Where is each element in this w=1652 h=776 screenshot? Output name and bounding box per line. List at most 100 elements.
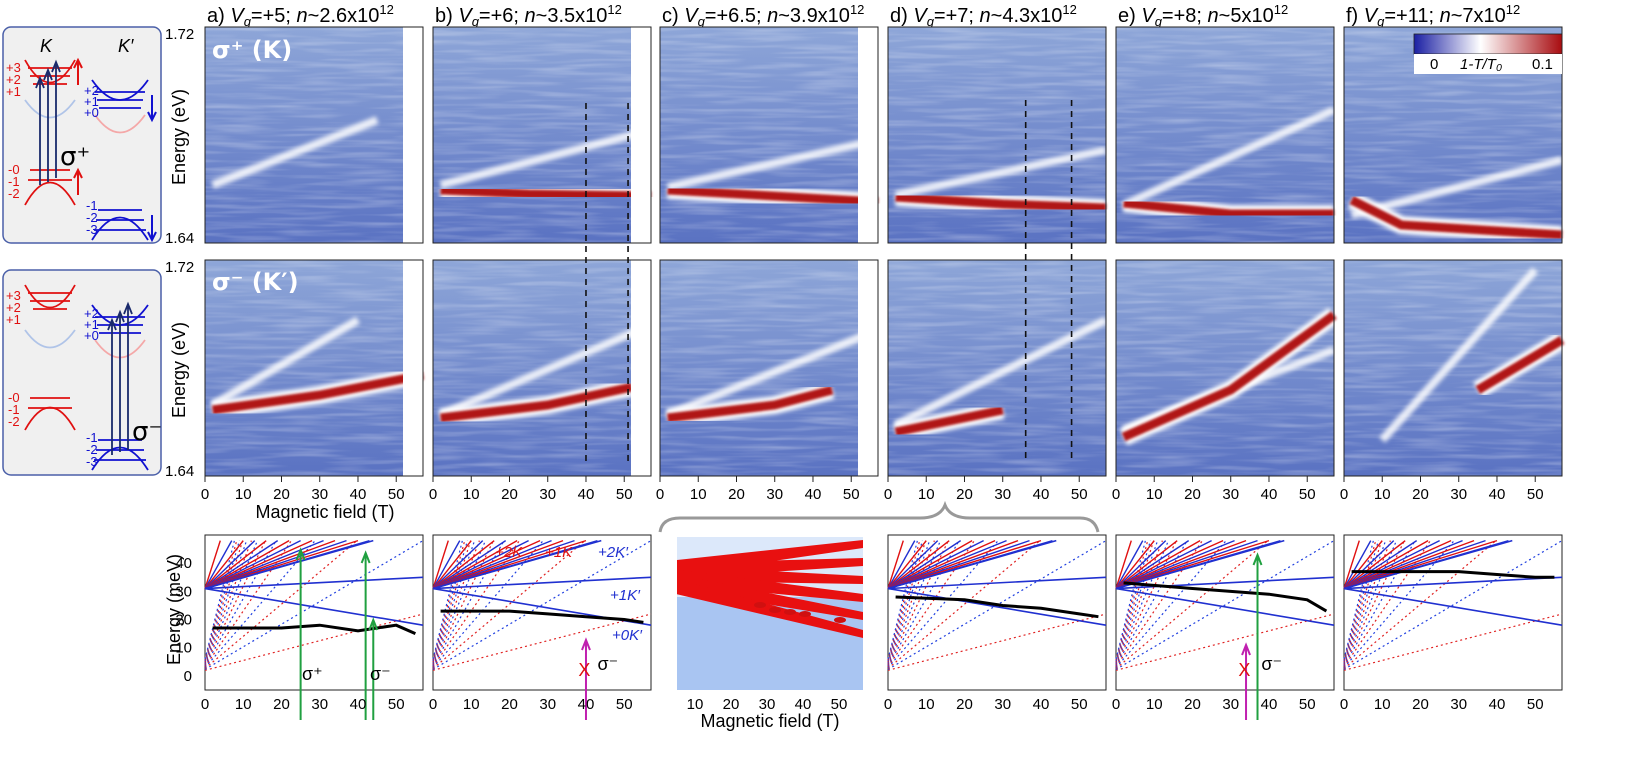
- y-tick-top: 1.72: [165, 26, 194, 43]
- x-tick-label: 0: [201, 486, 209, 503]
- fan-level-solid: [887, 540, 939, 590]
- heatmap-noise: [205, 27, 423, 243]
- fan-x-tick: 0: [429, 696, 437, 713]
- x-tick-label: 20: [501, 486, 518, 503]
- fan-level-dotted: [432, 540, 466, 661]
- row-label-sigma-minus: σ⁻ (K′): [212, 268, 299, 296]
- fan-level-dotted: [887, 540, 942, 665]
- fan-level-dotted: [432, 540, 476, 663]
- fan-kprime-2: [1115, 539, 1285, 590]
- fan-level-solid: [1115, 540, 1212, 590]
- colorbar: 0 1-T/T₀ 0.1: [1413, 33, 1563, 74]
- fan-kprime-1: [204, 576, 424, 590]
- heatmap-frame: [432, 26, 652, 244]
- fan-level-dotted: [432, 540, 468, 662]
- fan-level-dotted: [432, 540, 480, 664]
- heatmap-frame: [1343, 259, 1563, 477]
- fan-kprime-1: [1343, 576, 1563, 590]
- fan-level-dotted: [204, 540, 240, 662]
- fan-level-dotted: [1115, 540, 1335, 670]
- exciton-line: [1123, 198, 1334, 219]
- total-energy-trace: [895, 595, 1099, 619]
- fan-level-dotted: [204, 540, 248, 663]
- sim-blob: [754, 602, 766, 608]
- bottom-red-level-2: +2: [6, 300, 21, 315]
- ll-label: +1K: [545, 544, 573, 561]
- heatmap-sigma-plus-e: [1115, 26, 1336, 244]
- green-arrow-head: [360, 550, 371, 564]
- blank-strip: [858, 27, 878, 243]
- fan-diagram-e: [1115, 534, 1335, 691]
- fan-x-tick: 30: [311, 696, 328, 713]
- fan-level-solid: [1343, 540, 1418, 590]
- fan-level-dotted: [432, 540, 487, 665]
- exciton-line: [211, 370, 424, 415]
- sim-blob: [799, 611, 811, 617]
- fan-x-tick: 30: [994, 696, 1011, 713]
- heatmap-sigma-minus-d: [887, 259, 1108, 477]
- top-red-level-3: +1: [6, 84, 21, 99]
- fan-level-solid: [204, 540, 267, 590]
- green-arrow-head: [295, 547, 306, 561]
- heatmap-frame: [659, 259, 879, 477]
- heatmap-frame: [432, 259, 652, 477]
- x-tick-label: 10: [463, 486, 480, 503]
- heatmap-axes: 1.72 1.64 Energy (eV) 1.72 1.64 Energy (eV) 0 1…: [165, 26, 1544, 533]
- fan-level-solid: [887, 539, 996, 590]
- ll-label: +2K′: [598, 544, 629, 561]
- fan-y-tick: 30: [175, 583, 192, 600]
- green-arrow-head: [368, 617, 379, 631]
- sim-ray: [677, 574, 863, 620]
- bottom-red-low-1: -0: [8, 390, 20, 405]
- fan-level-solid: [432, 540, 484, 590]
- fan-level-dotted: [1115, 540, 1155, 662]
- fan-level-solid: [204, 540, 256, 590]
- fan-level-dotted: [887, 540, 975, 668]
- fan-x-tick: 30: [539, 696, 556, 713]
- fan-level-dotted: [1115, 540, 1163, 664]
- fan-level-solid: [204, 540, 301, 590]
- fan-level-dotted: [887, 540, 1041, 670]
- magenta-arrow-head: [1241, 642, 1251, 656]
- heatmap-sigma-plus-b: [432, 26, 653, 244]
- fan-level-solid: [432, 540, 495, 590]
- valley-kprime-label: K′: [118, 36, 134, 56]
- heatmap-frame: [1115, 26, 1335, 244]
- fan-level-dotted: [887, 540, 921, 661]
- x-tick-label: 10: [1146, 486, 1163, 503]
- panel-title-c: c) Vg=+6.5; n~3.9x1012: [662, 2, 864, 29]
- fan-level-dotted: [1115, 540, 1149, 661]
- fan-level-solid: [1343, 540, 1440, 590]
- x-tick-label: 30: [1450, 486, 1467, 503]
- x-tick-label: 40: [805, 486, 822, 503]
- panel-title-d: d) Vg=+7; n~4.3x1012: [890, 2, 1077, 29]
- fan-diagram-f: [1343, 534, 1563, 691]
- fan-level-dotted: [1343, 540, 1398, 665]
- y-axis-label: Energy (eV): [169, 89, 189, 185]
- fan-level-dotted: [1115, 540, 1159, 663]
- fan-kprime-1: [887, 576, 1107, 590]
- colorbar-min: 0: [1430, 56, 1438, 73]
- fan-level-dotted: [1115, 540, 1203, 668]
- x-tick-label: 50: [1299, 486, 1316, 503]
- fan-diagram-d: [887, 534, 1107, 691]
- top-blue-low-1: -1: [86, 198, 98, 213]
- exciton-line: [895, 192, 1107, 213]
- fan-level-solid: [432, 539, 541, 590]
- fan-y-tick: 40: [175, 555, 192, 572]
- fan-x-tick: 0: [1112, 696, 1120, 713]
- fan-level-solid: [204, 539, 313, 590]
- x-tick-label: 0: [656, 486, 664, 503]
- exciton-line: [440, 382, 633, 423]
- fan-level-dotted: [1343, 540, 1431, 668]
- fan-level-dotted: [887, 540, 927, 662]
- fan-kprime-0: [887, 587, 1107, 626]
- fan-level-dotted: [204, 540, 292, 668]
- fan-level-dotted: [432, 540, 494, 666]
- heatmap-sigma-plus-a: [204, 26, 424, 244]
- fan-level-dotted: [1115, 540, 1269, 670]
- fan-kprime-0: [1115, 587, 1335, 626]
- fan-level-dotted: [1343, 540, 1405, 666]
- heatmap-frame: [659, 26, 879, 244]
